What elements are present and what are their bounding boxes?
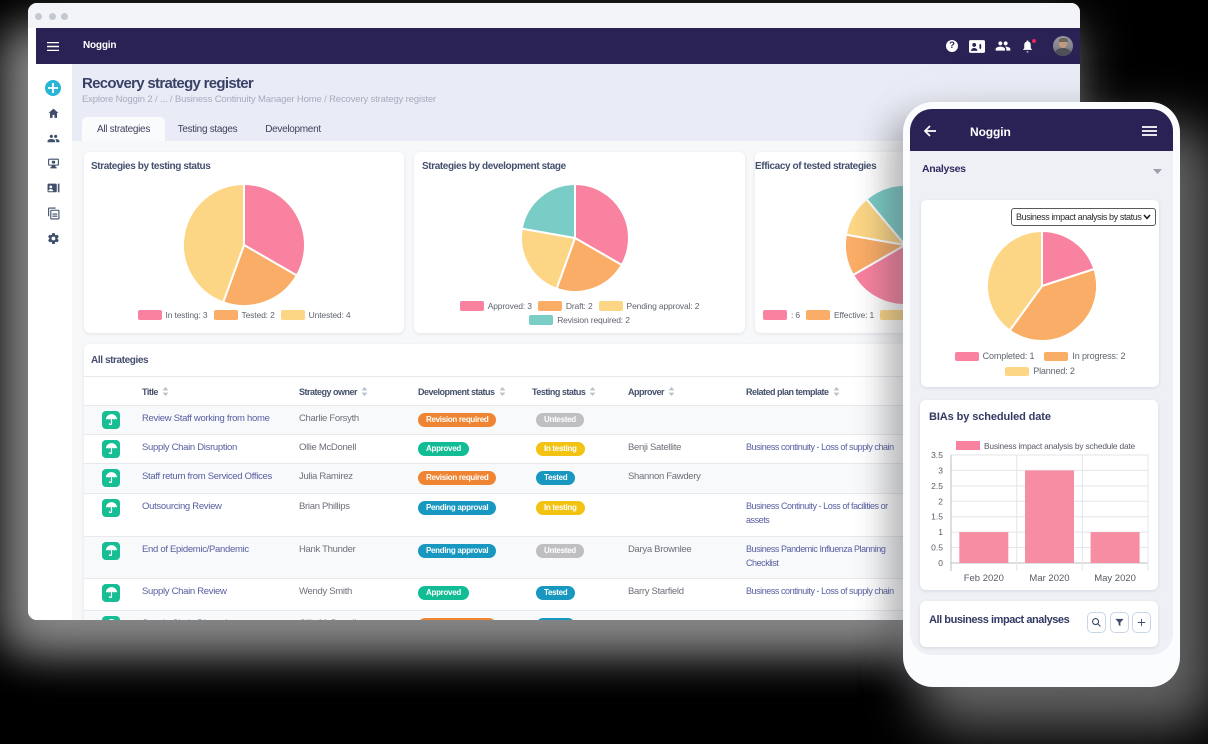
svg-text:2.5: 2.5 (931, 481, 943, 491)
svg-text:Business impact analysis by sc: Business impact analysis by schedule dat… (984, 441, 1136, 451)
svg-text:May 2020: May 2020 (1094, 573, 1136, 584)
svg-text:Mar 2020: Mar 2020 (1029, 573, 1069, 584)
svg-text:Feb 2020: Feb 2020 (964, 573, 1004, 584)
svg-text:0: 0 (938, 558, 943, 568)
svg-text:1.5: 1.5 (931, 512, 943, 522)
svg-text:3: 3 (938, 465, 943, 475)
svg-text:1: 1 (938, 527, 943, 537)
svg-text:2: 2 (938, 496, 943, 506)
svg-text:3.5: 3.5 (931, 450, 943, 460)
svg-text:0.5: 0.5 (931, 543, 943, 553)
